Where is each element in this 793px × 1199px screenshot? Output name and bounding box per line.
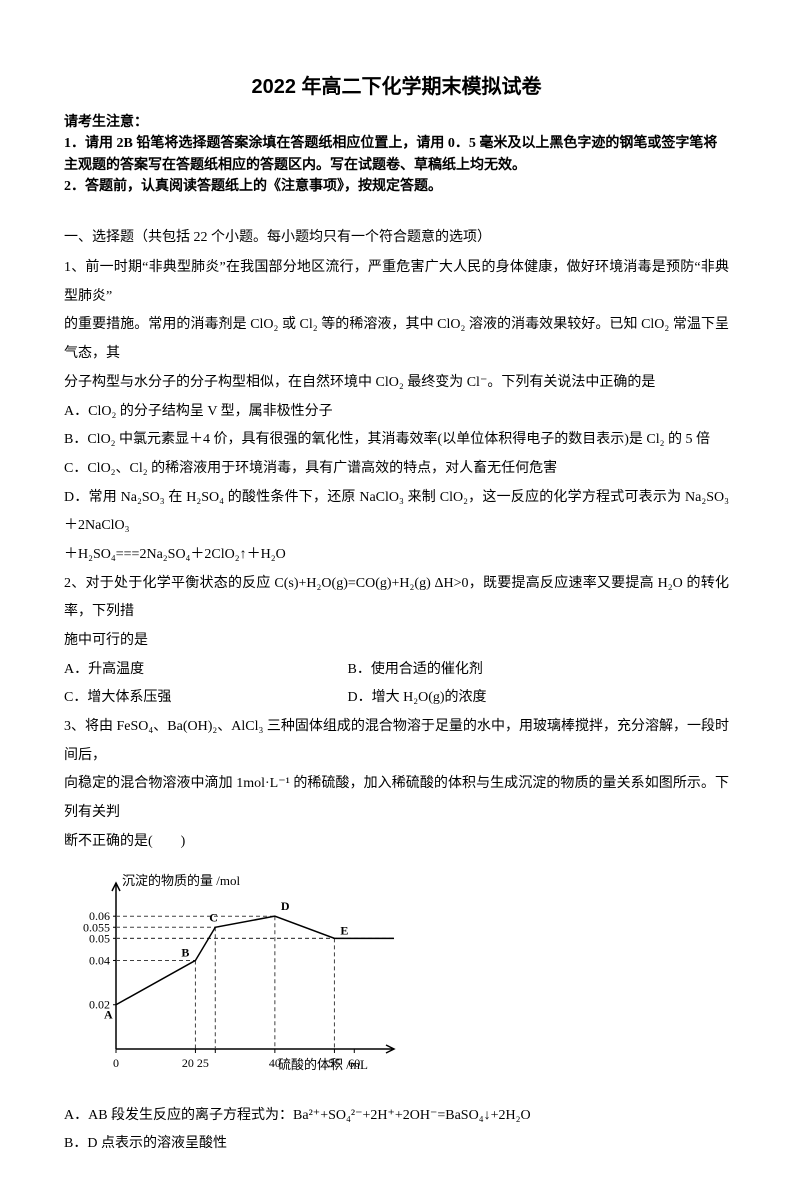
notice-line-2: 2．答题前，认真阅读答题纸上的《注意事项》，按规定答题。 [64, 176, 729, 198]
q3-stem-line2: 向稳定的混合物溶液中滴加 1mol·L⁻¹ 的稀硫酸，加入稀硫酸的体积与生成沉淀… [64, 770, 729, 827]
svg-text:A: A [104, 1007, 113, 1021]
svg-text:沉淀的物质的量 /mol: 沉淀的物质的量 /mol [122, 873, 240, 888]
notice-header: 请考生注意： [64, 111, 729, 131]
svg-text:D: D [281, 899, 290, 913]
notice-line-1: 1．请用 2B 铅笔将选择题答案涂填在答题纸相应位置上，请用 0．5 毫米及以上… [64, 133, 729, 176]
q1-option-b: B．ClO₂ 中氯元素显＋4 价，具有很强的氧化性，其消毒效率(以单位体积得电子… [64, 426, 729, 455]
svg-text:20 25: 20 25 [182, 1056, 209, 1070]
q2-option-b: B．使用合适的催化剂 [348, 656, 628, 685]
q3-stem-line1: 3、将由 FeSO₄、Ba(OH)₂、AlCl₃ 三种固体组成的混合物溶于足量的… [64, 713, 729, 770]
svg-text:B: B [181, 945, 189, 959]
svg-text:55: 55 [328, 1056, 340, 1070]
section-1-heading: 一、选择题（共包括 22 个小题。每小题均只有一个符合题意的选项） [64, 226, 729, 246]
page-title: 2022 年高二下化学期末模拟试卷 [64, 70, 729, 99]
q1-stem-line1: 1、前一时期“非典型肺炎”在我国部分地区流行，严重危害广大人民的身体健康，做好环… [64, 254, 729, 311]
q1-option-c: C．ClO₂、Cl₂ 的稀溶液用于环境消毒，具有广谱高效的特点，对人畜无任何危害 [64, 455, 729, 484]
svg-text:0: 0 [113, 1056, 119, 1070]
q3-chart: 沉淀的物质的量 /mol硫酸的体积 /mL0.020.040.050.0550.… [64, 869, 729, 1084]
svg-text:60: 60 [348, 1056, 360, 1070]
q2-option-d: D．增大 H₂O(g)的浓度 [348, 684, 628, 713]
svg-text:40: 40 [269, 1056, 281, 1070]
q3-option-a: A．AB 段发生反应的离子方程式为：Ba²⁺+SO₄²⁻+2H⁺+2OH⁻=Ba… [64, 1102, 729, 1131]
q3-stem-line3: 断不正确的是( ) [64, 828, 729, 857]
q1-option-a: A．ClO₂ 的分子结构呈 V 型，属非极性分子 [64, 398, 729, 427]
q1-stem-line3: 分子构型与水分子的分子构型相似，在自然环境中 ClO₂ 最终变为 Cl⁻。下列有… [64, 369, 729, 398]
q1-option-d-line1: D．常用 Na₂SO₃ 在 H₂SO₄ 的酸性条件下，还原 NaClO₃ 来制 … [64, 484, 729, 541]
svg-text:C: C [209, 910, 218, 924]
q2-option-c: C．增大体系压强 [64, 684, 344, 713]
svg-text:0.06: 0.06 [89, 909, 110, 923]
q2-stem-line1: 2、对于处于化学平衡状态的反应 C(s)+H₂O(g)=CO(g)+H₂(g) … [64, 570, 729, 627]
q1-stem-line2: 的重要措施。常用的消毒剂是 ClO₂ 或 Cl₂ 等的稀溶液，其中 ClO₂ 溶… [64, 311, 729, 368]
q2-stem-line2: 施中可行的是 [64, 627, 729, 656]
svg-text:E: E [340, 923, 348, 937]
q3-option-b: B．D 点表示的溶液呈酸性 [64, 1130, 729, 1159]
q1-option-d-line2: ＋H₂SO₄===2Na₂SO₄＋2ClO₂↑＋H₂O [64, 541, 729, 570]
chart-svg: 沉淀的物质的量 /mol硫酸的体积 /mL0.020.040.050.0550.… [64, 869, 404, 1079]
svg-text:0.04: 0.04 [89, 953, 110, 967]
q2-option-a: A．升高温度 [64, 656, 344, 685]
